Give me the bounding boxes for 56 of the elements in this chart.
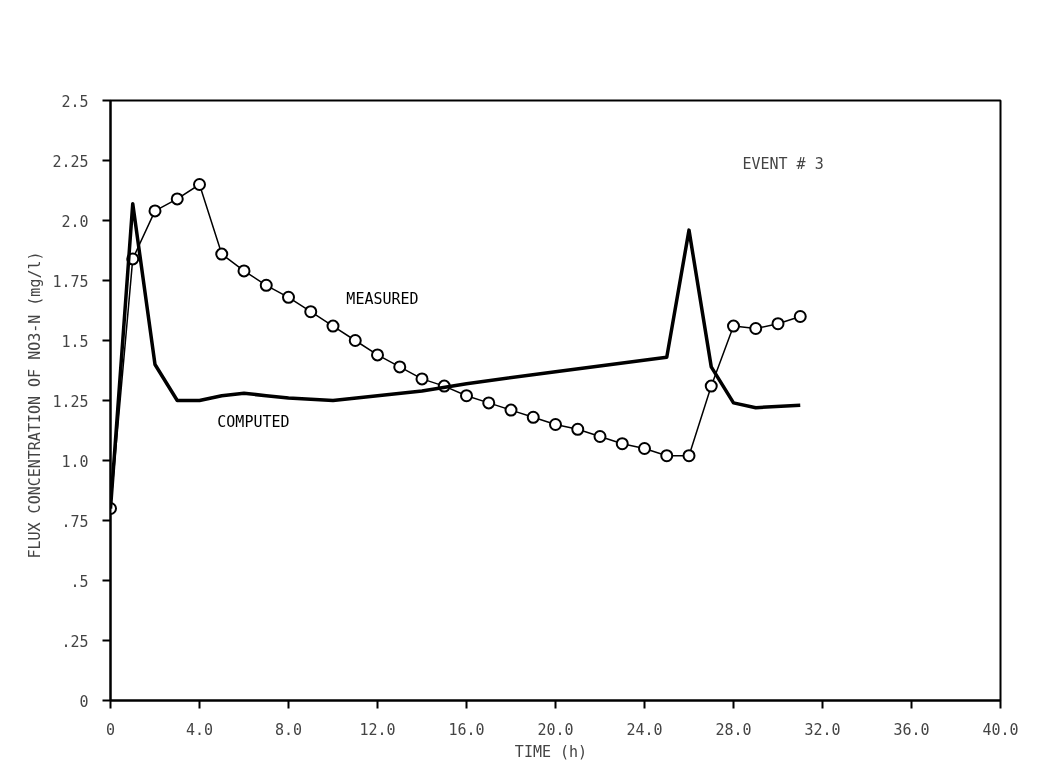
point [793, 310, 807, 323]
point [215, 247, 229, 261]
point [682, 449, 696, 463]
point [593, 430, 607, 443]
x-axis-title: TIME (h) [514, 742, 588, 761]
y-tick-label: 2.0 [61, 212, 89, 231]
x-tick-label: 12.0 [359, 720, 396, 739]
y-tick-label: 1.0 [61, 452, 89, 471]
point [504, 403, 518, 417]
x-tick-label: 40.0 [982, 720, 1019, 739]
y-tick-label: 1.75 [52, 272, 89, 291]
x-tick-label: 4.0 [185, 720, 214, 739]
annotation: EVENT # 3 [742, 154, 824, 173]
point [482, 396, 496, 410]
series-label: MEASURED [346, 289, 419, 308]
point [771, 317, 785, 331]
point [727, 319, 740, 333]
point [282, 290, 295, 304]
point [660, 449, 674, 463]
point [259, 278, 273, 292]
point [615, 437, 629, 451]
x-tick-label: 16.0 [448, 720, 485, 739]
x-tick-label: 32.0 [804, 720, 841, 739]
x-tick-label: 0 [105, 720, 116, 739]
y-tick-label: 1.5 [61, 332, 89, 351]
point [326, 319, 340, 333]
y-tick-label: 2.25 [52, 152, 89, 171]
point [638, 442, 651, 455]
x-tick-label: 28.0 [715, 720, 752, 739]
point [704, 379, 718, 393]
x-tick-label: 20.0 [537, 720, 574, 739]
point [549, 418, 562, 431]
point [415, 372, 429, 386]
point [371, 348, 384, 362]
point [170, 192, 184, 206]
point [571, 422, 585, 436]
series-label: COMPUTED [217, 412, 290, 431]
x-tick-label: 36.0 [893, 720, 930, 739]
x-tick-label: 8.0 [274, 720, 303, 739]
point [749, 322, 763, 335]
y-axis-title: FLUX CONCENTRATION OF NO3-N (mg/l) [26, 251, 45, 559]
point [460, 389, 473, 403]
x-tick-label: 24.0 [626, 720, 663, 739]
y-tick-label: 0 [79, 692, 89, 711]
point [304, 305, 318, 319]
y-tick-label: 1.25 [52, 392, 89, 411]
y-tick-label: .25 [61, 632, 89, 651]
point [393, 360, 407, 374]
point [526, 410, 540, 424]
y-tick-label: .5 [70, 572, 89, 591]
y-tick-label: 2.5 [61, 92, 89, 111]
point [237, 264, 251, 278]
point [193, 178, 206, 191]
point [148, 204, 162, 218]
point [348, 334, 362, 347]
y-tick-label: .75 [61, 512, 89, 531]
